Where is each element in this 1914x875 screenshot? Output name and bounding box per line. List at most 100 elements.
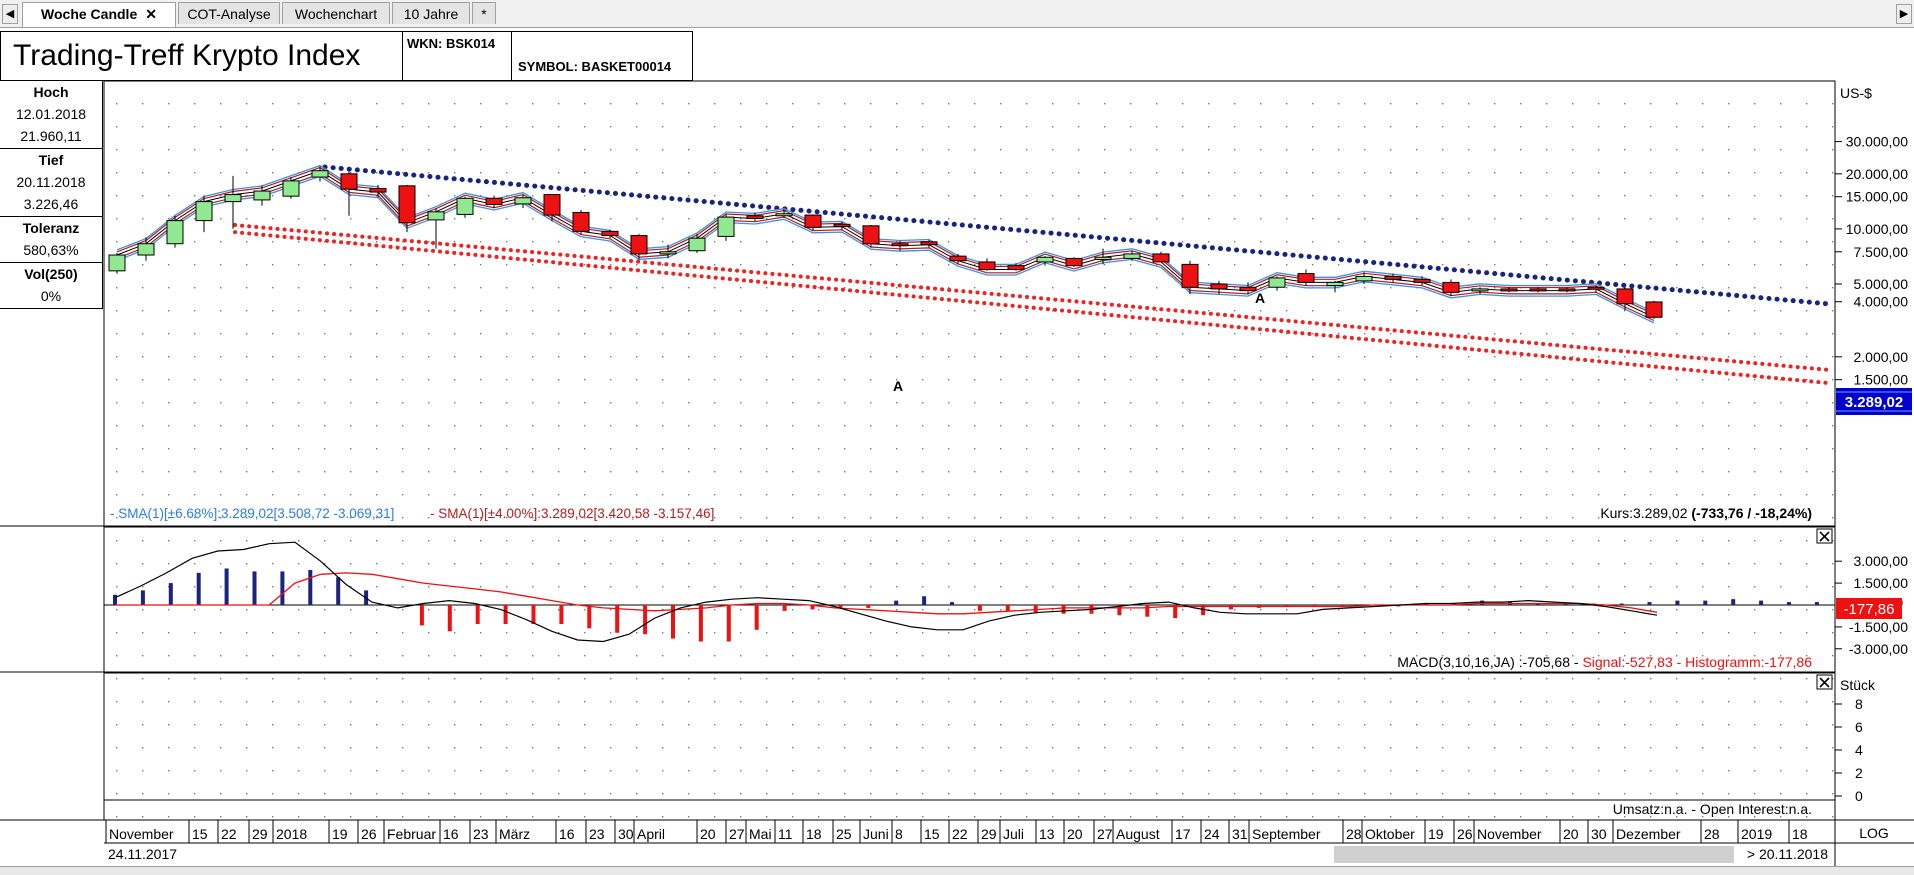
candle-body	[1094, 256, 1112, 261]
status-strip	[0, 866, 1914, 875]
wkn-label: WKN: BSK014	[407, 36, 496, 51]
macd-histogram-bar	[1703, 600, 1708, 605]
x-tick-label: 19	[332, 826, 348, 842]
price-tick-label: 5.000,00	[1854, 276, 1909, 292]
macd-histogram-bar	[1117, 605, 1122, 616]
macd-histogram-bar	[503, 605, 508, 624]
price-tick-label: 15.000,00	[1846, 189, 1908, 205]
x-tick-label: März	[499, 826, 530, 842]
macd-histogram-bar	[894, 600, 899, 605]
candle-body	[688, 237, 706, 252]
macd-histogram-bar	[447, 605, 452, 632]
macd-histogram-bar	[838, 605, 843, 608]
candle-body	[253, 190, 271, 201]
macd-histogram-bar	[671, 605, 675, 639]
scroll-tabs-left-button[interactable]: ◀	[2, 4, 18, 24]
price-tick-label: 7.500,00	[1854, 244, 1909, 260]
tab-cot-analyse[interactable]: COT-Analyse	[178, 2, 280, 24]
macd-legend: MACD(3,10,16,JA) :-705,68 - Signal:-527,…	[1397, 654, 1812, 670]
x-tick-label: 20	[1563, 826, 1579, 842]
candle-body	[1616, 288, 1634, 305]
x-tick-label: 18	[1792, 826, 1808, 842]
candle-body	[398, 185, 416, 224]
x-tick-label: 30	[1591, 826, 1607, 842]
log-scale-toggle[interactable]: LOG	[1859, 825, 1889, 841]
hoch-value: 21.960,11	[20, 128, 82, 144]
tab-10-jahre[interactable]: 10 Jahre	[392, 2, 470, 24]
macd-histogram-bar	[698, 605, 703, 642]
volume-close-box[interactable]	[1816, 674, 1833, 690]
x-tick-label: Juni	[863, 826, 889, 842]
sma-band-blue-upper	[116, 164, 1655, 313]
macd-histogram-bar	[140, 590, 145, 605]
toleranz-label: Toleranz	[22, 220, 80, 236]
macd-histogram-bar	[1675, 600, 1680, 605]
macd-last-value-marker: -177,86	[1836, 598, 1902, 619]
candle-body	[804, 214, 822, 228]
macd-histogram-bar	[1647, 602, 1652, 605]
candle-body	[775, 213, 793, 217]
kurs-change: (-733,76 / -18,24%)	[1691, 505, 1812, 521]
x-tick-label: 15	[192, 826, 208, 842]
candle-body	[978, 261, 996, 271]
price-tick-label: 4.000,00	[1854, 294, 1909, 310]
macd-histogram-bar	[615, 605, 620, 633]
macd-histogram-bar	[1033, 605, 1038, 613]
tab-wochenchart[interactable]: Wochenchart	[282, 2, 390, 24]
sma-band-red-lower	[116, 173, 1655, 322]
annotation-a-upper: A	[1255, 290, 1265, 306]
x-tick-label: 28	[1346, 826, 1362, 842]
candle-body	[601, 230, 619, 237]
macd-histogram-bar	[1731, 599, 1736, 605]
close-icon[interactable]: ✕	[145, 6, 157, 22]
x-tick-label: 24	[1204, 826, 1220, 842]
candle-body	[1558, 288, 1576, 292]
start-date-label: 24.11.2017	[108, 846, 177, 862]
hoch-cell: Hoch 12.01.2018 21.960,11	[0, 81, 103, 149]
scroll-tabs-right-button[interactable]: ▶	[1896, 4, 1912, 24]
sma-band-blue-lower	[116, 175, 1655, 324]
candle-body	[833, 223, 851, 228]
candle-body	[746, 215, 764, 219]
macd-histogram-bar	[113, 594, 117, 605]
x-tick-label: 2019	[1741, 826, 1772, 842]
macd-histogram-bar	[1424, 603, 1429, 605]
macd-histogram-bar	[252, 571, 257, 605]
macd-legend-black: MACD(3,10,16,JA) :-705,68 -	[1397, 654, 1582, 670]
macd-histogram-bar	[950, 602, 954, 605]
x-tick-label: 26	[361, 826, 377, 842]
macd-panel[interactable]	[103, 526, 1836, 673]
macd-histogram-bar	[1229, 605, 1233, 610]
tief-value: 3.226,46	[23, 196, 79, 212]
candle-body	[1152, 253, 1170, 263]
hoch-label: Hoch	[33, 84, 69, 100]
time-scrollbar[interactable]	[1334, 846, 1734, 863]
candle-body	[137, 243, 155, 256]
x-tick-label: September	[1252, 826, 1321, 842]
x-tick-label: Mai	[749, 826, 772, 842]
x-tick-label: 22	[952, 826, 968, 842]
volume-footer: Umsatz:n.a. - Open Interest:n.a.	[1613, 801, 1812, 817]
candle-body	[456, 197, 474, 215]
hoch-date: 12.01.2018	[15, 106, 87, 122]
scrollbar-thumb[interactable]	[1334, 846, 1734, 863]
macd-histogram-bar	[643, 605, 648, 635]
tab-add[interactable]: *	[472, 2, 496, 24]
x-tick-label: Februar	[387, 826, 436, 842]
macd-histogram-bar	[1201, 605, 1206, 616]
candle-body	[1471, 288, 1489, 292]
macd-histogram-bar	[1619, 603, 1624, 605]
x-tick-label: 8	[895, 826, 903, 842]
candle-body	[1036, 256, 1054, 263]
current-price-marker: 3.289,02	[1836, 388, 1912, 415]
macd-histogram-bar	[782, 605, 787, 611]
tab-woche-candle[interactable]: Woche Candle ✕	[22, 2, 176, 27]
volume-panel[interactable]	[103, 672, 1836, 821]
macd-tick-label: 3.000,00	[1854, 553, 1909, 569]
x-tick-label: 15	[924, 826, 940, 842]
macd-close-box[interactable]	[1816, 528, 1833, 544]
price-tick-label: 20.000,00	[1846, 166, 1908, 182]
x-tick-label: 23	[589, 826, 605, 842]
candle-body	[1239, 286, 1257, 292]
